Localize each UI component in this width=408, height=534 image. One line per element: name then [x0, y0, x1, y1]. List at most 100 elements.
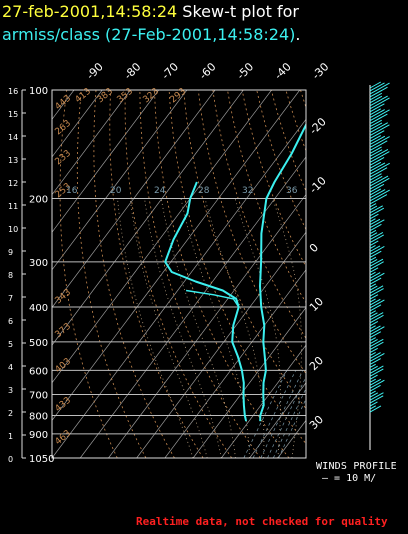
wind-barb: [369, 188, 382, 196]
pressure-tick-label: 500: [29, 338, 48, 349]
wind-barb: [369, 401, 378, 407]
wind-barb: [369, 234, 384, 244]
mixing-ratio-label: 32: [242, 186, 253, 196]
wind-barb: [369, 95, 383, 104]
dry-adiabat-label: 463: [54, 429, 74, 448]
wind-barb: [369, 288, 384, 297]
wind-barb: [369, 378, 376, 383]
height-tick-label: 1: [8, 432, 13, 441]
plot-border: [51, 89, 307, 459]
dry-adiabat-line: [227, 90, 306, 304]
wind-barb: [369, 81, 382, 89]
dry-adiabat-label: 263: [54, 119, 74, 138]
dry-adiabat-line: [315, 90, 408, 458]
dry-adiabat-line: [154, 90, 290, 458]
pressure-tick-label: 300: [29, 258, 48, 269]
wind-barb: [369, 203, 377, 208]
mixing-ratio-lines: [243, 370, 306, 458]
wind-barb: [369, 261, 384, 270]
height-tick-label: 0: [8, 455, 13, 464]
wind-barb: [369, 338, 384, 348]
dry-adiabat-line: [403, 90, 408, 458]
wind-barb: [369, 122, 389, 134]
wind-barb: [369, 272, 381, 279]
isotherm-line: [108, 194, 306, 458]
isotherm-line: [52, 90, 131, 196]
wind-barb: [369, 148, 389, 160]
height-tick-label: 11: [8, 202, 18, 211]
top-temp-label: -70: [159, 60, 181, 82]
wind-barb: [369, 390, 376, 395]
wind-barb: [369, 298, 376, 303]
right-temp-label: 30: [307, 413, 326, 432]
mixing-ratio-labels: 16 20 24 28 32 36: [66, 186, 298, 196]
wind-barb: [369, 183, 385, 193]
wind-barb: [369, 109, 385, 119]
dewpoint-trace: [164, 181, 248, 422]
dry-adiabat-label: 323: [142, 87, 162, 106]
wind-barb: [369, 108, 382, 116]
isotherm-line: [362, 90, 408, 458]
wind-barb: [369, 384, 381, 392]
wind-barb: [369, 272, 385, 282]
dry-adiabat-label: 413: [74, 87, 94, 106]
wind-barb: [369, 314, 384, 324]
pressure-tick-label: 1050: [29, 454, 54, 465]
height-tick-label: 12: [8, 179, 18, 188]
wind-barb: [369, 136, 390, 148]
mixing-ratio-line: [272, 387, 306, 458]
wind-barb: [369, 175, 389, 187]
height-tick-label: 7: [8, 294, 13, 303]
wind-barb: [369, 175, 383, 184]
dry-adiabat-line: [109, 90, 204, 458]
isotherm-line: [52, 90, 272, 384]
pressure-tick-label: 400: [29, 303, 48, 314]
isotherm-line: [136, 231, 306, 458]
wind-barb: [369, 122, 383, 131]
wind-barb: [369, 245, 376, 249]
isotherm-line: [221, 344, 306, 458]
plot-frame: [51, 89, 307, 459]
top-temp-label: -30: [310, 60, 332, 82]
mixing-ratio-line: [267, 376, 306, 458]
wind-barb: [369, 232, 384, 241]
dry-adiabat-label: 383: [96, 87, 116, 106]
pressure-tick-label: 800: [29, 411, 48, 422]
wind-barb: [369, 97, 390, 110]
right-temp-label: -20: [307, 115, 329, 137]
dry-adiabat-line: [124, 90, 233, 458]
title-text: Skew-t plot for: [182, 2, 299, 21]
dry-adiabat-line: [197, 90, 306, 375]
wind-barb: [369, 331, 382, 339]
height-tick-label: 5: [8, 340, 13, 349]
dry-adiabat-line: [59, 90, 118, 458]
isotherm-line: [52, 90, 159, 233]
moist-adiabat-line: [129, 198, 208, 458]
wind-barb: [369, 92, 383, 101]
wind-barb: [369, 95, 388, 107]
right-temp-label: 0: [307, 241, 321, 255]
right-temp-axis: -20 -10 0 10 20 30: [307, 115, 329, 432]
wind-barb: [369, 218, 376, 223]
top-temp-label: -80: [122, 60, 144, 82]
mixing-ratio-line: [260, 370, 304, 458]
wind-barb: [369, 337, 376, 342]
isotherm-line: [52, 90, 301, 421]
mixing-ratio-label: 16: [66, 186, 78, 196]
wind-barb: [369, 312, 384, 321]
wind-barb: [369, 229, 377, 235]
wind-barb: [369, 258, 384, 267]
moist-adiabat-line: [160, 198, 236, 458]
wind-barb: [369, 130, 385, 139]
top-temp-label: -40: [272, 60, 294, 82]
isotherm-line: [52, 90, 216, 309]
wind-barb: [369, 157, 385, 166]
mixing-ratio-label: 20: [110, 186, 122, 196]
dry-adiabat-label: 443: [54, 94, 74, 113]
wind-barb: [369, 218, 381, 226]
dry-adiabat-line: [270, 90, 306, 192]
wind-barb: [369, 374, 378, 380]
title-station: armiss/class (27-Feb-2001,14:58:24): [2, 25, 296, 44]
wind-barb: [369, 223, 382, 232]
moist-adiabat-lines: [117, 198, 306, 458]
